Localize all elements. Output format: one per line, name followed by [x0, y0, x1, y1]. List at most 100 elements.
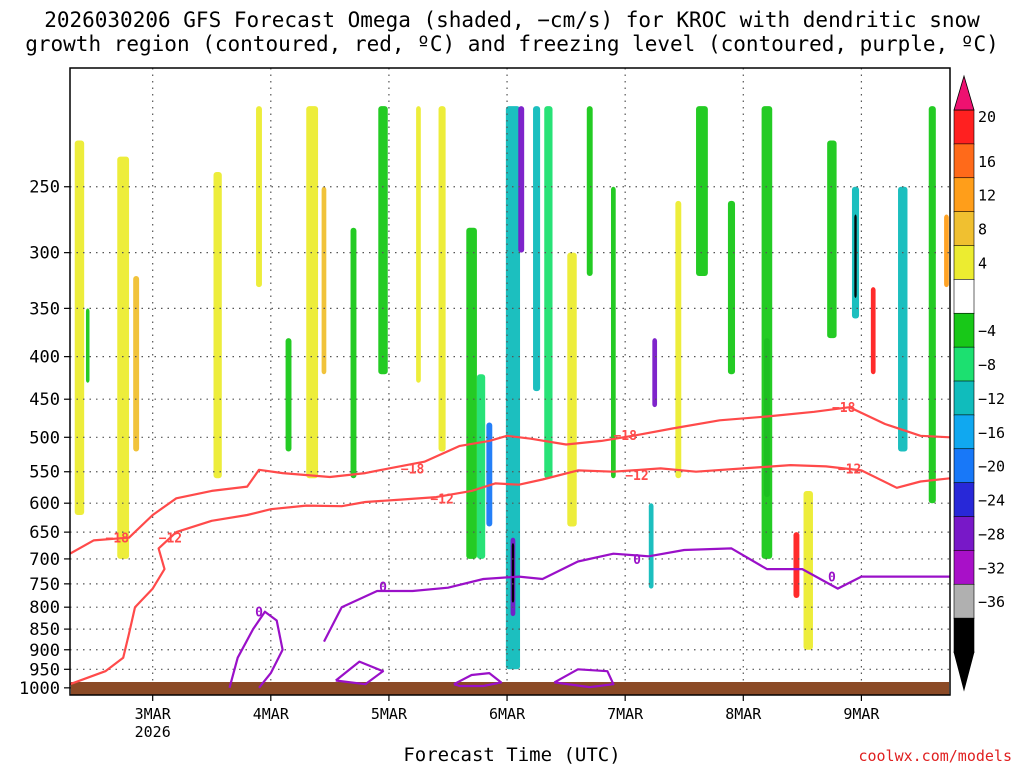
omega-cell — [544, 106, 553, 479]
colorbar-swatch — [953, 143, 975, 179]
x-tick-label: 3MAR — [135, 705, 172, 723]
colorbar-label: 20 — [978, 108, 996, 126]
freezing-contour-label: 0 — [633, 553, 641, 568]
dgz-contour-label: −18 — [832, 401, 856, 416]
colorbar-label: −36 — [978, 593, 1005, 611]
colorbar-label: −12 — [978, 390, 1005, 408]
freezing-contour-label: 0 — [379, 580, 387, 595]
y-tick-label: 1000 — [19, 679, 60, 699]
colorbar-bottom-arrow — [953, 651, 975, 692]
omega-cell — [567, 252, 577, 527]
colorbar-label: 8 — [978, 221, 987, 239]
freezing-contour — [553, 668, 615, 689]
omega-cell — [74, 140, 85, 516]
colorbar-swatch — [953, 550, 975, 586]
dgz-contour-label: −12 — [625, 469, 648, 484]
omega-cell — [256, 106, 262, 288]
y-tick-label: 300 — [29, 244, 60, 264]
chart-title: 2026030206 GFS Forecast Omega (shaded, −… — [0, 8, 1024, 56]
omega-cell — [85, 308, 90, 383]
dgz-contour-label: −18 — [613, 429, 637, 444]
omega-cell — [827, 140, 837, 339]
y-tick-label: 600 — [29, 494, 60, 514]
colorbar-swatch — [953, 448, 975, 484]
colorbar-top-arrow — [953, 74, 975, 111]
y-tick-label: 700 — [29, 550, 60, 570]
omega-cell — [350, 227, 357, 479]
dgz-contour-label: −12 — [430, 492, 453, 507]
title-line-2: growth region (contoured, red, ºC) and f… — [25, 32, 999, 56]
colorbar: 20 16 12 8 4 −4 −8 −12 −16 −20 −24 −28 −32 −36 — [953, 74, 1005, 692]
omega-cell — [306, 106, 319, 479]
omega-cell — [898, 186, 908, 452]
omega-cell — [476, 374, 486, 559]
y-tick-label: 950 — [29, 660, 60, 680]
omega-cell — [610, 186, 616, 479]
omega-cell — [928, 106, 936, 504]
dgz-contour-label: −18 — [401, 462, 425, 477]
colorbar-swatch — [953, 482, 975, 518]
colorbar-label: −8 — [978, 356, 996, 374]
omega-cell — [652, 338, 658, 408]
y-axis: 2503003504004505005506006507007508008509… — [19, 178, 70, 699]
freezing-contour — [228, 610, 284, 689]
omega-cell — [944, 214, 949, 288]
omega-cell — [133, 275, 140, 452]
omega-cell — [675, 200, 682, 479]
colorbar-swatch — [953, 245, 975, 281]
colorbar-swatch — [953, 177, 975, 213]
colorbar-label: 16 — [978, 153, 996, 171]
colorbar-swatch — [953, 279, 975, 315]
contours: −18 −18 −18 −18 −12 −12 −12 −12 0 0 0 0 — [70, 401, 950, 689]
colorbar-swatch — [953, 516, 975, 552]
colorbar-swatch — [953, 312, 975, 348]
title-line-1: 2026030206 GFS Forecast Omega (shaded, −… — [44, 8, 980, 32]
omega-cell — [586, 106, 593, 276]
omega-cell — [870, 287, 876, 375]
colorbar-swatch — [953, 211, 975, 247]
omega-cell — [511, 543, 515, 603]
omega-cell — [518, 106, 525, 253]
x-tick-label: 9MAR — [843, 705, 880, 723]
colorbar-label: −20 — [978, 458, 1005, 476]
plot-frame — [69, 67, 951, 696]
omega-cell — [213, 171, 222, 479]
dgz-contour-label: −12 — [159, 532, 182, 547]
omega-cell — [466, 227, 477, 559]
credit-link[interactable]: coolwx.com/models — [858, 747, 1012, 765]
colorbar-label: −32 — [978, 559, 1005, 577]
omega-cell — [505, 106, 521, 670]
omega-cell — [696, 106, 708, 276]
y-tick-label: 500 — [29, 428, 60, 448]
x-tick-label: 6MAR — [489, 705, 526, 723]
omega-cell — [761, 106, 773, 559]
colorbar-swatch — [953, 617, 975, 653]
ground-strip — [71, 682, 949, 695]
omega-cell — [486, 422, 493, 527]
colorbar-label: −16 — [978, 424, 1005, 442]
omega-cell — [803, 490, 813, 650]
omega-cell — [321, 186, 327, 375]
omega-cell — [793, 532, 800, 599]
colorbar-label: 12 — [978, 187, 996, 205]
omega-cell — [648, 503, 654, 589]
freezing-contour-label: 0 — [255, 606, 263, 621]
omega-cell — [416, 106, 421, 383]
x-tick-label: 4MAR — [253, 705, 290, 723]
freezing-contour — [453, 672, 503, 688]
colorbar-swatch — [953, 414, 975, 450]
x-axis-title: Forecast Time (UTC) — [403, 744, 621, 766]
omega-cell — [533, 106, 541, 392]
omega-cell — [438, 106, 446, 452]
colorbar-swatch — [953, 346, 975, 382]
colorbar-swatch — [953, 380, 975, 416]
omega-cell — [854, 214, 857, 298]
y-tick-label: 850 — [29, 620, 60, 640]
colorbar-swatch — [953, 583, 975, 619]
freezing-contour — [335, 660, 385, 686]
omega-cell — [117, 156, 130, 559]
x-tick-label: 5MAR — [371, 705, 408, 723]
y-tick-label: 800 — [29, 598, 60, 618]
